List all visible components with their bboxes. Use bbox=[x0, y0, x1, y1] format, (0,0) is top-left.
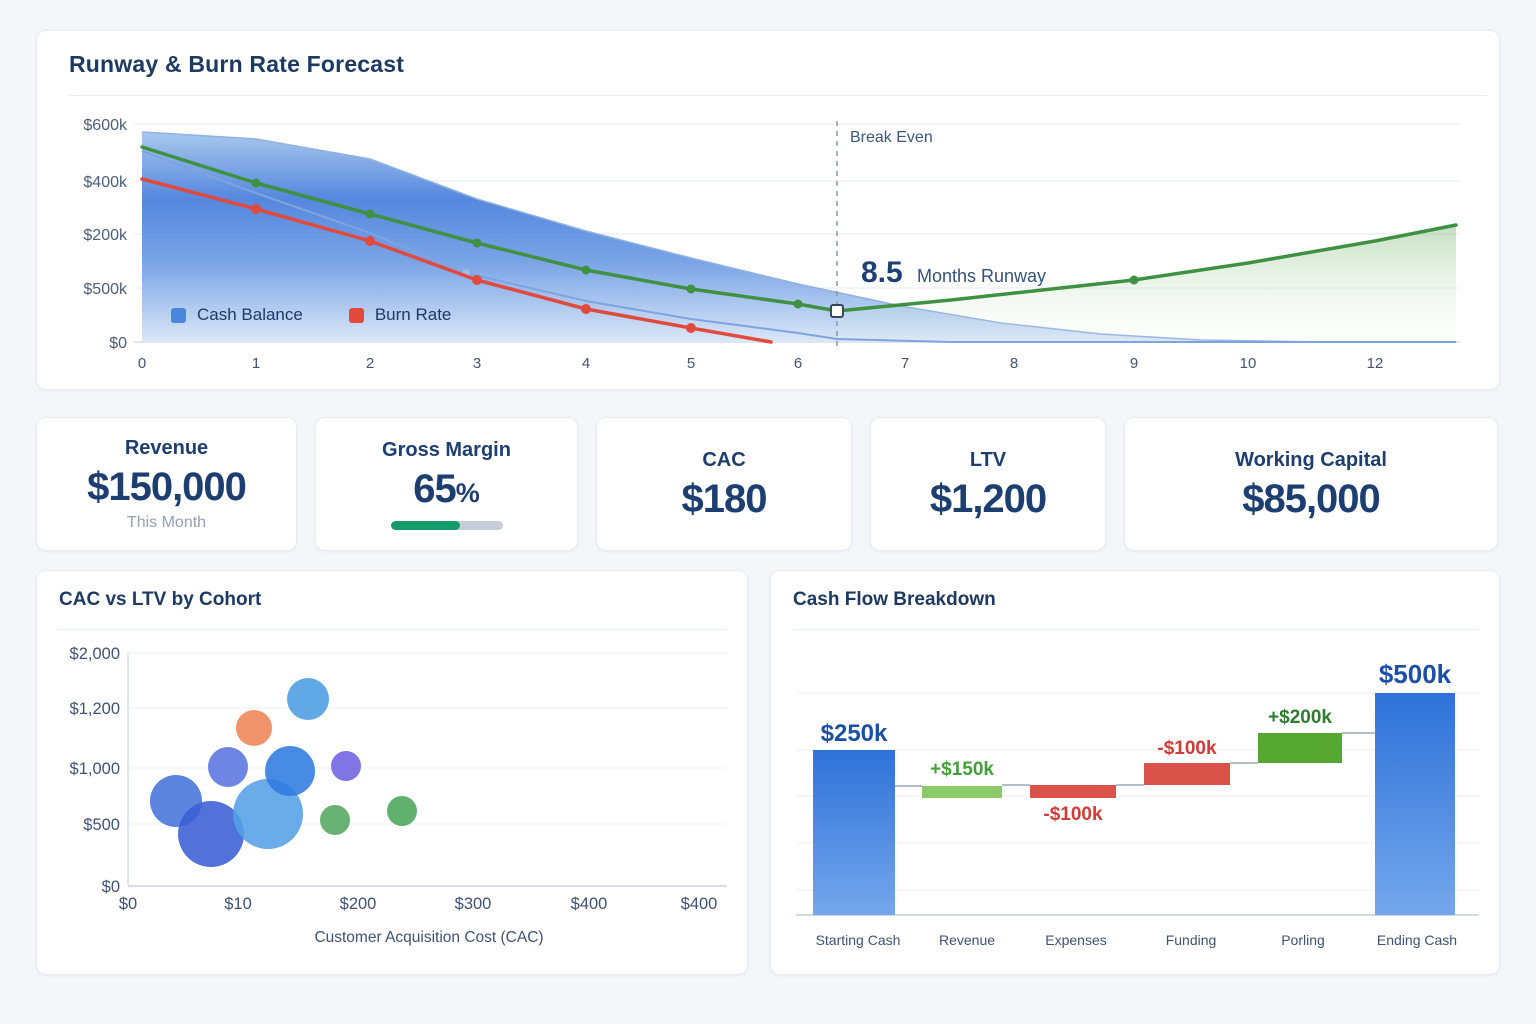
bubble-chart-title: CAC vs LTV by Cohort bbox=[59, 589, 262, 610]
svg-text:Porling: Porling bbox=[1281, 932, 1325, 948]
svg-text:+$150k: +$150k bbox=[930, 759, 994, 780]
kpi-card-gross-margin: Gross Margin 65% bbox=[315, 417, 578, 551]
svg-text:$0: $0 bbox=[109, 335, 127, 352]
svg-text:$500k: $500k bbox=[1379, 659, 1452, 689]
svg-text:$300: $300 bbox=[455, 895, 492, 913]
kpi-label: Working Capital bbox=[1235, 449, 1387, 471]
svg-text:$250k: $250k bbox=[821, 720, 888, 747]
svg-text:$10: $10 bbox=[224, 895, 252, 913]
svg-text:7: 7 bbox=[901, 355, 909, 372]
gross-margin-progress-fill bbox=[390, 520, 460, 530]
legend-item-burn-rate[interactable]: Burn Rate bbox=[348, 305, 452, 325]
title-divider bbox=[793, 629, 1477, 630]
svg-text:$400: $400 bbox=[681, 895, 718, 913]
runway-forecast-card: Runway & Burn Rate Forecast $600k $400k $2… bbox=[36, 30, 1500, 390]
svg-text:$0: $0 bbox=[119, 895, 137, 913]
cac-ltv-bubble-chart: $2,000 $1,200 $1,000 $500 $0$0 $10 $200 $300 $40… bbox=[70, 645, 727, 946]
svg-text:-$100k: -$100k bbox=[1157, 738, 1217, 759]
svg-text:3: 3 bbox=[473, 355, 481, 372]
gross-margin-progress-track bbox=[390, 520, 503, 530]
waterfall-chart-title: Cash Flow Breakdown bbox=[793, 589, 996, 610]
svg-text:0: 0 bbox=[138, 355, 146, 372]
svg-text:9: 9 bbox=[1130, 355, 1138, 372]
svg-text:$200: $200 bbox=[340, 895, 377, 913]
kpi-value-suffix: % bbox=[455, 477, 480, 508]
runway-chart-legend: Cash Balance Burn Rate bbox=[171, 305, 451, 325]
kpi-subtext: This Month bbox=[126, 513, 207, 531]
svg-text:Starting Cash: Starting Cash bbox=[816, 932, 901, 948]
kpi-card-revenue: Revenue $150,000 This Month bbox=[36, 417, 297, 551]
svg-text:+$200k: +$200k bbox=[1268, 707, 1332, 728]
runway-forecast-chart: $600k$400k$200k$500k$00 1 2 3 4 5 6 7 8 9 10 12Brea… bbox=[83, 117, 1460, 372]
svg-text:-$100k: -$100k bbox=[1043, 804, 1103, 825]
svg-text:$200k: $200k bbox=[83, 227, 128, 244]
svg-text:$2,000: $2,000 bbox=[70, 645, 120, 663]
title-divider bbox=[59, 629, 725, 630]
svg-text:Funding: Funding bbox=[1166, 932, 1217, 948]
kpi-value: $85,000 bbox=[1242, 477, 1381, 521]
svg-text:10: 10 bbox=[1240, 355, 1257, 372]
kpi-label: Revenue bbox=[124, 436, 209, 459]
kpi-value: $1,200 bbox=[929, 477, 1047, 521]
svg-text:2: 2 bbox=[366, 355, 374, 372]
cash-balance-swatch-icon bbox=[171, 307, 186, 323]
kpi-label: LTV bbox=[969, 449, 1007, 471]
svg-text:1: 1 bbox=[252, 355, 260, 372]
kpi-value: $150,000 bbox=[87, 464, 247, 509]
svg-text:Revenue: Revenue bbox=[939, 932, 995, 948]
svg-text:$400: $400 bbox=[571, 895, 608, 913]
legend-label: Cash Balance bbox=[197, 305, 303, 324]
svg-text:$1,000: $1,000 bbox=[70, 760, 120, 778]
svg-text:5: 5 bbox=[687, 355, 695, 372]
svg-text:$500k: $500k bbox=[83, 281, 128, 298]
svg-text:$600k: $600k bbox=[83, 117, 128, 134]
svg-text:$1,200: $1,200 bbox=[70, 700, 120, 718]
svg-text:8: 8 bbox=[1010, 355, 1018, 372]
svg-text:$0: $0 bbox=[102, 878, 120, 896]
legend-item-cash-balance[interactable]: Cash Balance bbox=[171, 305, 303, 325]
kpi-label: CAC bbox=[702, 449, 746, 471]
svg-text:Ending Cash: Ending Cash bbox=[1377, 932, 1457, 948]
kpi-value: $180 bbox=[681, 477, 768, 521]
svg-text:4: 4 bbox=[582, 355, 590, 372]
kpi-card-cac: CAC $180 bbox=[596, 417, 852, 551]
svg-text:12: 12 bbox=[1367, 355, 1384, 372]
svg-text:$400k: $400k bbox=[83, 174, 128, 191]
burn-rate-swatch-icon bbox=[348, 307, 364, 323]
svg-text:Months Runway: Months Runway bbox=[917, 266, 1046, 286]
svg-text:Customer Acquisition Cost (CAC: Customer Acquisition Cost (CAC) bbox=[314, 929, 543, 946]
svg-text:$500: $500 bbox=[83, 816, 120, 834]
kpi-label: Gross Margin bbox=[382, 438, 511, 461]
title-divider bbox=[69, 95, 1487, 96]
kpi-value: 65% bbox=[413, 466, 480, 511]
kpi-card-ltv: LTV $1,200 bbox=[870, 417, 1106, 551]
svg-text:Expenses: Expenses bbox=[1045, 932, 1106, 948]
svg-text:6: 6 bbox=[794, 355, 802, 372]
cash-flow-waterfall-chart: $250k +$150k -$100k -$100k +$200k $500k Starti… bbox=[796, 659, 1479, 948]
legend-label: Burn Rate bbox=[374, 305, 452, 324]
runway-chart-title: Runway & Burn Rate Forecast bbox=[69, 51, 405, 77]
svg-text:Break Even: Break Even bbox=[850, 129, 933, 146]
cac-ltv-cohort-card: CAC vs LTV by Cohort $2,000 $1,200 $1,000 $… bbox=[36, 570, 748, 975]
cash-flow-breakdown-card: Cash Flow Breakdown $250k +$150k -$100k -$1… bbox=[770, 570, 1500, 975]
svg-text:8.5: 8.5 bbox=[861, 256, 903, 289]
kpi-card-working-capital: Working Capital $85,000 bbox=[1124, 417, 1498, 551]
